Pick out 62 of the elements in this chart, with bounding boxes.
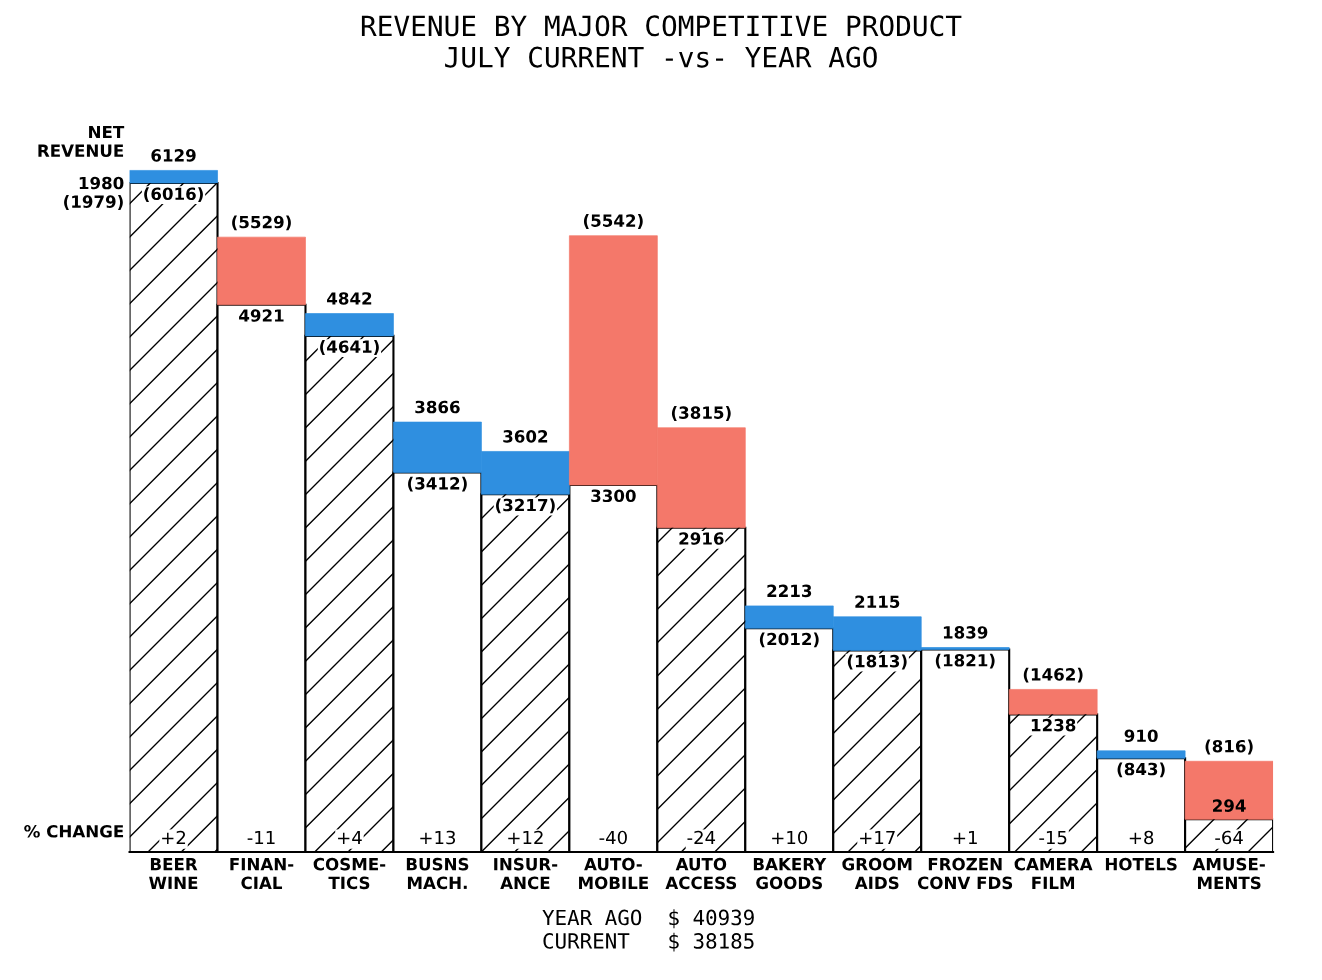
- text: 1980 (1979): [64, 176, 124, 210]
- x-tick-label: AUTO- MOBILE: [579, 857, 648, 890]
- total-label: (5542): [583, 214, 643, 229]
- bar: [217, 236, 306, 306]
- annotation: +17: [860, 830, 895, 845]
- bar: [129, 170, 218, 184]
- data-label: 3300: [591, 489, 636, 503]
- total-label: 3602: [503, 430, 548, 443]
- annotation: +4: [338, 830, 362, 845]
- annotation: +2: [162, 830, 186, 845]
- x-tick-label: AUTO ACCESS: [665, 857, 737, 890]
- total-label: (5529): [232, 215, 291, 231]
- total-label: 2115: [855, 595, 900, 609]
- x-tick-label: COSME- TICS: [313, 857, 386, 890]
- text: % CHANGE: [24, 825, 124, 838]
- total-label: 3866: [415, 400, 460, 414]
- data-label: 2916: [679, 532, 724, 545]
- data-label: 4921: [239, 309, 284, 322]
- data-label: (843): [1117, 762, 1165, 778]
- x-tick-label: FINAN- CIAL: [230, 858, 294, 890]
- x-tick-label: AMUSE- MENTS: [1192, 857, 1265, 890]
- x-tick-label: BUSNS MACH.: [406, 857, 469, 890]
- data-label: 294: [1213, 799, 1246, 812]
- total-label: 910: [1124, 729, 1158, 743]
- total-label: 4842: [327, 292, 372, 305]
- x-tick-label: BEER WINE: [149, 858, 198, 889]
- annotation: -15: [1039, 830, 1067, 845]
- annotation: -11: [247, 830, 275, 845]
- annotation: +12: [508, 830, 543, 845]
- total-label: 1839: [943, 626, 988, 639]
- data-label: (6016): [144, 187, 203, 203]
- annotation: -24: [687, 830, 716, 845]
- data-label: (2012): [759, 632, 819, 648]
- annotation: -40: [599, 830, 627, 845]
- data-label: (4641): [320, 340, 379, 355]
- bar: [1096, 750, 1186, 759]
- total-label: 6129: [151, 149, 196, 162]
- total-label: 2213: [767, 584, 812, 598]
- total-label: (3815): [671, 406, 731, 421]
- bar: [305, 313, 394, 337]
- data-label: (3217): [496, 498, 555, 514]
- annotation: +13: [420, 830, 456, 845]
- total-label: (816): [1205, 739, 1253, 755]
- bar: [1184, 760, 1274, 820]
- x-tick-label: FROZEN CONV FDS: [917, 857, 1013, 890]
- annotation: +1: [953, 830, 977, 845]
- x-tick-label: CAMERA FILM: [1014, 857, 1093, 889]
- data-label: 1238: [1031, 718, 1076, 732]
- annotation: +10: [772, 830, 808, 845]
- data-label: (1813): [847, 654, 907, 670]
- annotation: -64: [1215, 830, 1243, 845]
- x-tick-label: HOTELS: [1105, 857, 1177, 871]
- x-tick-label: GROOM AIDS: [842, 857, 912, 890]
- x-tick-label: INSUR- ANCE: [494, 857, 558, 890]
- text: YEAR AGO $ 40939 CURRENT $ 38185: [542, 909, 754, 952]
- text: NET REVENUE: [38, 125, 125, 157]
- x-tick-label: BAKERY GOODS: [753, 858, 827, 890]
- chart-title: REVENUE BY MAJOR COMPETITIVE PRODUCT JULY CURRENT -vs- YEAR AGO: [361, 15, 962, 68]
- data-label: (3412): [408, 476, 467, 492]
- annotation: +8: [1129, 830, 1154, 845]
- total-label: (1462): [1023, 667, 1083, 683]
- data-label: (1821): [935, 653, 995, 669]
